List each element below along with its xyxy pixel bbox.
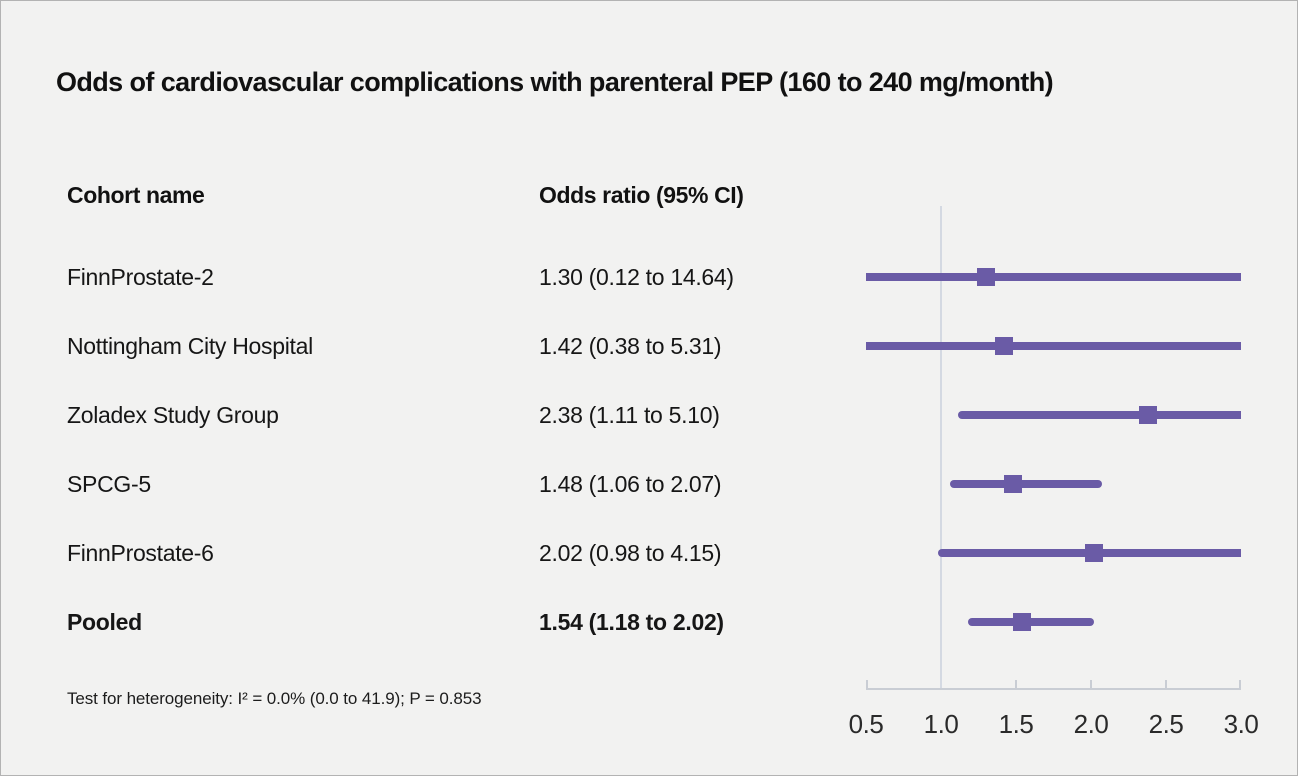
odds-ratio-marker xyxy=(1085,544,1103,562)
odds-ratio-column-header: Odds ratio (95% CI) xyxy=(539,182,744,208)
cohort-label: FinnProstate-6 xyxy=(67,540,214,566)
cohort-label: Nottingham City Hospital xyxy=(67,333,313,359)
odds-ratio-value: 1.30 (0.12 to 14.64) xyxy=(539,264,734,290)
x-axis-tick-label: 2.0 xyxy=(1073,709,1109,739)
x-axis-tick xyxy=(1239,680,1241,689)
forest-plot: 0.5 1.0 1.5 2.0 2.5 3.0 xyxy=(849,1,1259,775)
reference-line xyxy=(940,206,942,690)
page-title: Odds of cardiovascular complications wit… xyxy=(56,67,1054,97)
cohort-column-header: Cohort name xyxy=(67,182,205,208)
x-axis-line xyxy=(866,688,1241,690)
heterogeneity-note: Test for heterogeneity: I² = 0.0% (0.0 t… xyxy=(67,689,482,708)
odds-ratio-marker xyxy=(977,268,995,286)
cohort-label: Zoladex Study Group xyxy=(67,402,279,428)
odds-ratio-value: 2.02 (0.98 to 4.15) xyxy=(539,540,722,566)
cohort-label: FinnProstate-2 xyxy=(67,264,214,290)
odds-ratio-marker xyxy=(1139,406,1157,424)
x-axis-tick-label: 0.5 xyxy=(848,709,884,739)
odds-ratio-value: 1.42 (0.38 to 5.31) xyxy=(539,333,722,359)
odds-ratio-value: 2.38 (1.11 to 5.10) xyxy=(539,402,720,428)
ci-line xyxy=(866,273,1241,281)
odds-ratio-marker xyxy=(1013,613,1031,631)
x-axis-tick xyxy=(866,680,868,689)
odds-ratio-value-pooled: 1.54 (1.18 to 2.02) xyxy=(539,609,724,635)
x-axis-tick xyxy=(1090,680,1092,689)
x-axis-tick-label: 1.5 xyxy=(998,709,1034,739)
ci-line xyxy=(968,618,1094,626)
ci-line xyxy=(957,411,1241,419)
cohort-label: SPCG-5 xyxy=(67,471,151,497)
cohort-label-pooled: Pooled xyxy=(67,609,142,635)
odds-ratio-value: 1.48 (1.06 to 2.07) xyxy=(539,471,722,497)
x-axis-tick-label: 2.5 xyxy=(1148,709,1184,739)
x-axis-tick-label: 3.0 xyxy=(1223,709,1259,739)
x-axis-tick xyxy=(1165,680,1167,689)
ci-line xyxy=(866,342,1241,350)
x-axis-tick xyxy=(1015,680,1017,689)
odds-ratio-marker xyxy=(1004,475,1022,493)
odds-ratio-marker xyxy=(995,337,1013,355)
x-axis-tick-label: 1.0 xyxy=(923,709,959,739)
ci-line xyxy=(950,480,1102,488)
